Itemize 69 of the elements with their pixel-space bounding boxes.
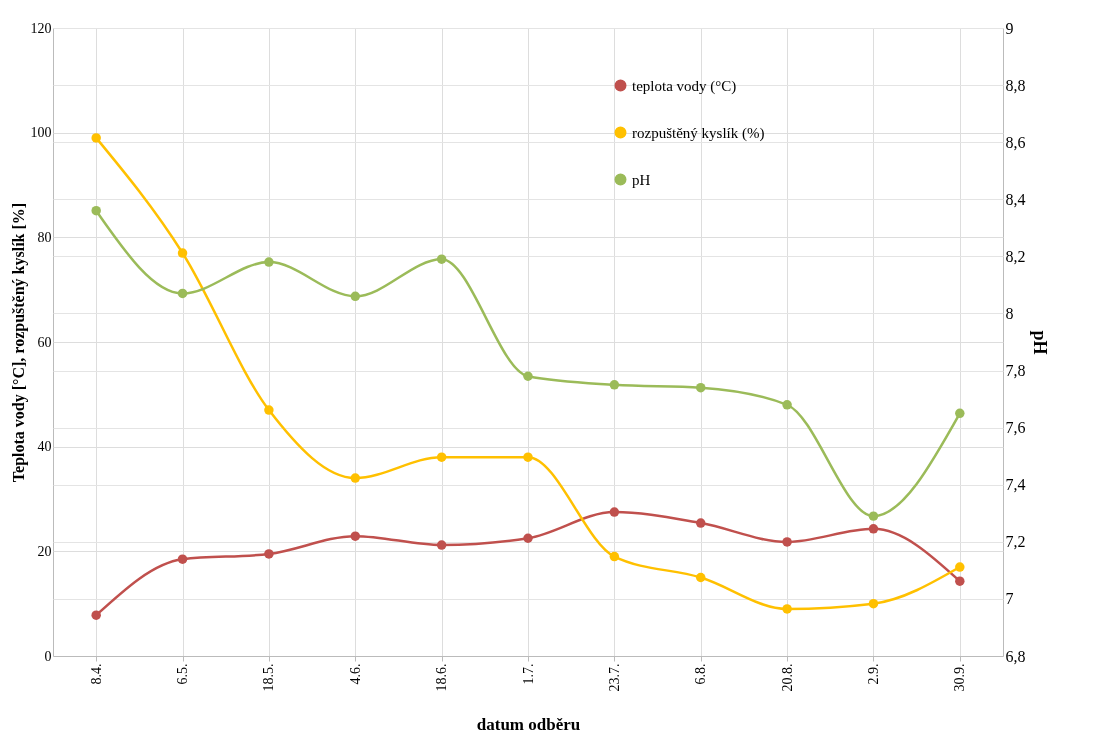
point [782, 604, 792, 614]
y-tick-label: 60 [37, 334, 52, 350]
y2-tick-label: 8 [1005, 304, 1014, 322]
point [955, 562, 965, 572]
x-tick-label: 6.8. [693, 663, 709, 685]
y2-tick-label: 7,2 [1005, 533, 1026, 551]
y2-axis-title: pH [1029, 330, 1050, 355]
y2-tick-label: 8,2 [1005, 247, 1026, 265]
x-axis-title: datum odběru [476, 714, 581, 734]
point [177, 248, 188, 258]
y2-tick-label: 7,6 [1005, 419, 1026, 437]
y-tick-label: 120 [30, 20, 52, 36]
point [264, 405, 274, 415]
x-tick-label: 4.6. [347, 663, 363, 685]
point [868, 524, 879, 534]
x-tick-label: 1.7. [520, 663, 536, 685]
legend-label: teplota vody (°C) [632, 77, 737, 95]
y2-tick-label: 8,4 [1005, 190, 1026, 208]
point [609, 380, 620, 390]
x-tick-label: 8.4. [88, 663, 104, 685]
point [177, 288, 188, 299]
point [264, 257, 274, 267]
y2-tick-label: 6,8 [1005, 647, 1026, 665]
y-tick-label: 80 [37, 229, 52, 245]
point [695, 572, 706, 583]
y-axis-title: Teplota vody [°C], rozpuštěný kyslík [%] [9, 202, 28, 483]
point [436, 540, 447, 550]
point [782, 400, 792, 410]
y2-tick-label: 8,6 [1005, 133, 1026, 151]
point [695, 518, 706, 528]
y2-tick-label: 7,8 [1005, 362, 1026, 380]
y-tick-label: 40 [37, 439, 52, 455]
point [436, 254, 447, 264]
y2-tick-label: 7,4 [1005, 476, 1026, 494]
point [868, 511, 879, 521]
x-tick-label: 23.7. [606, 663, 622, 692]
legend-label: pH [632, 171, 651, 188]
y2-tick-label: 9 [1005, 19, 1014, 37]
point [868, 598, 879, 609]
y2-tick-label: 8,8 [1005, 76, 1026, 94]
point [350, 531, 361, 541]
point [91, 610, 101, 620]
y-tick-label: 0 [44, 648, 52, 664]
point [782, 537, 792, 547]
point [91, 205, 101, 216]
point [436, 452, 447, 462]
point [91, 133, 101, 143]
x-tick-label: 2.9. [865, 663, 881, 685]
x-tick-label: 6.5. [175, 663, 191, 685]
point [350, 291, 361, 302]
x-tick-label: 20.8. [779, 663, 795, 692]
point [609, 551, 620, 562]
y-tick-label: 20 [37, 543, 52, 559]
point [609, 507, 620, 517]
point [955, 408, 965, 419]
x-tick-label: 18.5. [261, 663, 277, 692]
x-tick-label: 18.6. [434, 663, 450, 692]
point [523, 533, 533, 543]
point [695, 382, 706, 393]
point [350, 473, 361, 483]
point [523, 452, 533, 462]
point [264, 549, 274, 559]
y2-tick-label: 7 [1005, 590, 1014, 608]
point [955, 576, 965, 586]
legend-label: rozpuštěný kyslík (%) [632, 124, 765, 142]
point [177, 554, 188, 564]
y-tick-label: 100 [30, 125, 52, 141]
point [523, 371, 533, 381]
x-tick-label: 30.9. [952, 663, 968, 692]
